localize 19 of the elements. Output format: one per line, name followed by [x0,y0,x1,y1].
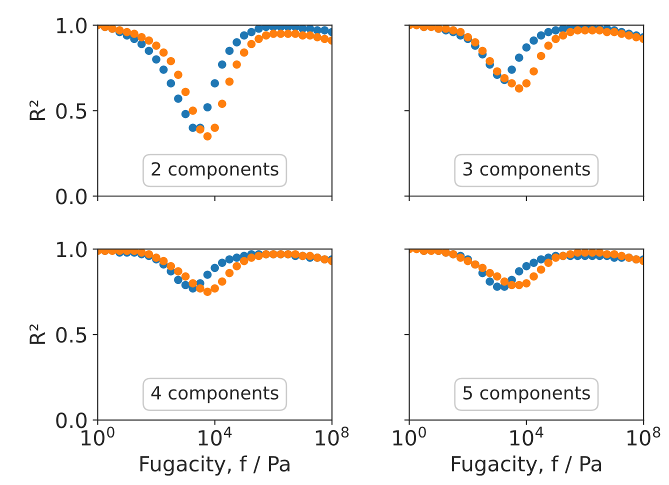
x-tick-label: 10$^{4}$ [510,426,544,446]
y-tick-label: 1.0 [57,242,87,258]
x-tick-label: 10$^{8}$ [316,426,349,446]
y-tick-label: 0.5 [56,103,86,119]
y-tick-label: 1.0 [57,18,87,34]
y-tick-label: 0.0 [56,412,87,428]
y-axis-title: R² [29,100,45,120]
x-tick-label: 10$^{8}$ [628,426,660,446]
x-axis-title: Fugacity, f / Pa [140,455,290,476]
y-tick-label: 0.5 [56,327,86,343]
annotation: 3 components [463,162,590,180]
annotation: 2 components [152,162,278,180]
y-tick-label: 0.0 [56,188,87,204]
x-tick-label: 10$^{0}$ [393,426,426,446]
annotation: 4 components [151,386,278,404]
x-tick-label: 10$^{4}$ [198,426,232,446]
y-axis-title: R² [29,324,45,344]
annotation: 5 components [463,386,590,404]
x-axis-title: Fugacity, f / Pa [452,455,602,476]
